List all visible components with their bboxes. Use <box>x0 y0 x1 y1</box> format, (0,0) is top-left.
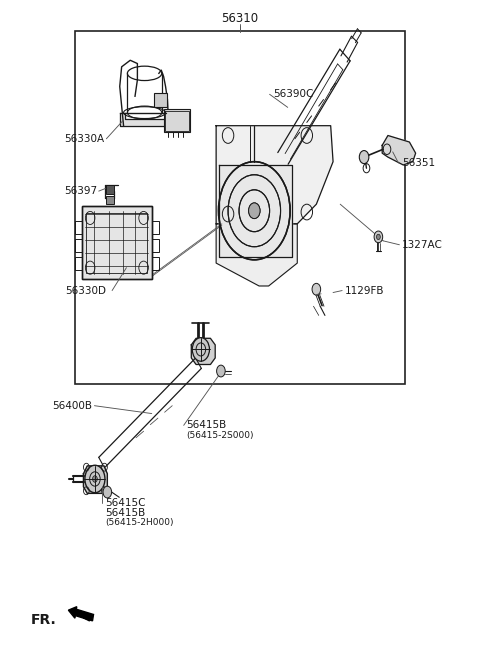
Text: (56415-2H000): (56415-2H000) <box>106 518 174 528</box>
Circle shape <box>360 150 369 164</box>
Text: 56397: 56397 <box>64 186 97 196</box>
Circle shape <box>103 486 112 498</box>
Circle shape <box>376 235 380 240</box>
Bar <box>75 221 82 235</box>
Text: 56415B: 56415B <box>187 420 227 430</box>
Circle shape <box>249 203 260 219</box>
Bar <box>75 239 82 252</box>
Polygon shape <box>218 165 292 256</box>
Circle shape <box>312 283 321 295</box>
Circle shape <box>192 338 209 361</box>
Circle shape <box>85 465 105 493</box>
Bar <box>165 110 189 131</box>
Text: 56330A: 56330A <box>64 134 104 144</box>
Text: 56400B: 56400B <box>52 401 92 411</box>
Bar <box>164 109 190 132</box>
Circle shape <box>216 365 225 377</box>
Polygon shape <box>120 112 174 125</box>
FancyArrow shape <box>68 606 94 621</box>
Circle shape <box>374 231 383 243</box>
Text: 56310: 56310 <box>221 12 259 25</box>
Bar <box>107 196 114 204</box>
Text: 1129FB: 1129FB <box>345 286 384 296</box>
Text: 56351: 56351 <box>402 158 435 168</box>
Bar <box>107 185 114 194</box>
Polygon shape <box>216 125 333 224</box>
Bar <box>75 256 82 269</box>
Circle shape <box>249 203 260 219</box>
Polygon shape <box>382 135 416 165</box>
Bar <box>152 239 159 252</box>
Text: 1327AC: 1327AC <box>402 240 443 250</box>
Text: 56415B: 56415B <box>106 508 145 518</box>
Text: 56330D: 56330D <box>65 286 107 296</box>
Bar <box>86 213 147 273</box>
Bar <box>82 206 152 279</box>
Text: (56415-2S000): (56415-2S000) <box>187 430 254 440</box>
Polygon shape <box>216 224 297 286</box>
Bar <box>152 221 159 235</box>
Text: 56390C: 56390C <box>274 89 314 99</box>
Text: FR.: FR. <box>31 612 57 627</box>
Polygon shape <box>192 338 215 365</box>
Bar <box>154 93 168 107</box>
Bar <box>82 206 152 279</box>
Bar <box>75 31 405 384</box>
Polygon shape <box>84 466 108 493</box>
Text: 56415C: 56415C <box>106 498 146 508</box>
Circle shape <box>93 476 97 482</box>
Bar <box>152 256 159 269</box>
